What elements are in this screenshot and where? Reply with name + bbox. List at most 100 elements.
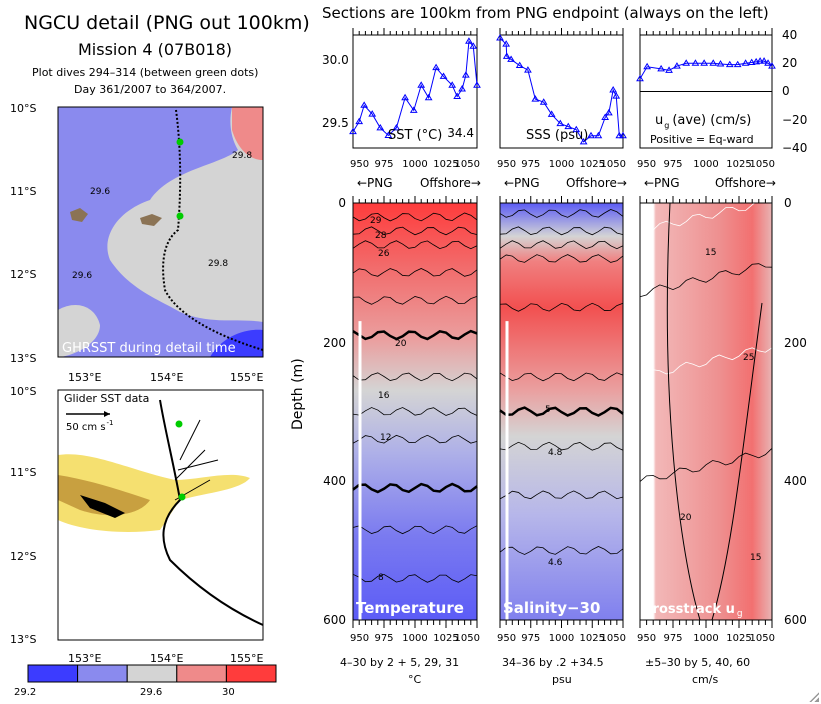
colorbar-label: 30 (222, 687, 235, 698)
direction-right: Offshore→ (420, 176, 481, 190)
contour-label: 4.6 (548, 558, 563, 568)
data-point (657, 64, 666, 72)
glider-track (162, 109, 264, 351)
ug-y-tick-label: 20 (782, 56, 797, 70)
contour-line (352, 482, 478, 494)
x-tick-label: 975 (374, 633, 393, 644)
data-point (556, 119, 565, 127)
section-label: Crosstrack u (643, 602, 735, 617)
data-point (768, 62, 776, 69)
colorbar-label: 29.2 (14, 687, 36, 698)
direction-left: ←PNG (644, 176, 680, 190)
depth-tick-label: 400 (323, 474, 346, 488)
x-tick-label: 1000 (693, 159, 718, 170)
lat-label: 13°S (10, 352, 36, 365)
data-point (725, 60, 734, 68)
map-top-label: GHRSST during detail time (62, 341, 236, 356)
glider-sst-label: Glider SST data (64, 392, 149, 405)
lon-label: 154°E (150, 652, 183, 665)
contour-line (499, 372, 624, 382)
ug-y-tick-label: 0 (782, 84, 790, 98)
data-point (448, 81, 457, 88)
contour-line (499, 546, 624, 555)
contour-line (352, 268, 478, 277)
x-tick-label: 1000 (402, 633, 427, 644)
data-point (502, 52, 511, 59)
contour-line (499, 490, 624, 500)
contour-line (352, 434, 478, 444)
sections-title: Sections are 100km from PNG endpoint (al… (322, 4, 769, 22)
data-point (355, 117, 364, 125)
contour-label: 12 (380, 433, 391, 443)
data-point (461, 71, 470, 78)
data-point (417, 81, 426, 88)
data-point (700, 59, 709, 66)
lat-label: 12°S (10, 550, 36, 563)
data-point (691, 59, 700, 66)
data-point (709, 59, 718, 66)
colorbar-bin (176, 664, 227, 683)
ug-note: Positive = Eq-ward (650, 133, 754, 146)
resize-grip[interactable] (807, 690, 819, 702)
data-point (615, 131, 624, 139)
contour-line (352, 573, 478, 583)
ug-y-tick-label: −40 (782, 141, 807, 155)
contour-label: 5 (545, 405, 551, 415)
data-point (619, 131, 627, 139)
contour-line (352, 240, 478, 250)
lat-label: 11°S (10, 466, 36, 479)
contour-label: 20 (395, 339, 407, 349)
contour-line (499, 209, 624, 218)
contour-label: 15 (705, 248, 716, 258)
data-point (409, 106, 418, 113)
contour-line (499, 240, 624, 250)
x-tick-label: 1025 (433, 159, 458, 170)
start-dot (175, 420, 183, 428)
ug-label-rest: (ave) (cm/s) (672, 113, 751, 128)
data-point (392, 123, 401, 131)
sst-label: SST (°C) (388, 128, 442, 143)
x-tick-label: 975 (521, 633, 540, 644)
velocity-arrows (174, 419, 219, 501)
data-point (473, 81, 481, 88)
data-point (496, 34, 504, 41)
x-tick-label: 950 (637, 633, 656, 644)
contour-line (639, 448, 773, 482)
sss-label: SSS (psu) (526, 128, 588, 143)
section-label-sub: g (737, 609, 743, 619)
lon-label: 155°E (230, 371, 263, 384)
contour-line (639, 347, 773, 381)
depth-tick-label-right: 400 (784, 474, 807, 488)
contour-line (666, 202, 701, 621)
x-tick-label: 975 (374, 159, 393, 170)
depth-axis-label: Depth (m) (290, 358, 306, 430)
colorbar-label: 29.6 (140, 687, 162, 698)
depth-tick-label: 200 (323, 336, 346, 350)
ug-label: u (655, 113, 663, 128)
contour-label: 15 (750, 553, 761, 563)
contour-label: 4.8 (548, 448, 563, 458)
end-dot (176, 212, 184, 220)
contour-line (352, 525, 478, 535)
x-tick-label: 1025 (726, 633, 751, 644)
x-tick-label: 950 (350, 633, 369, 644)
contour-line (639, 199, 773, 234)
figure-title: NGCU detail (PNG out 100km) (24, 12, 310, 34)
sst-map-top (57, 106, 264, 358)
series-line (352, 40, 478, 137)
land-islands (70, 208, 162, 226)
data-point (349, 127, 357, 135)
colorbar-bin (27, 664, 79, 683)
data-point (604, 108, 613, 116)
data-point (587, 131, 595, 139)
data-point (432, 63, 440, 71)
glider-sst-patch-dark (58, 475, 150, 516)
x-tick-label: 1050 (455, 159, 480, 170)
map-frame (57, 389, 264, 641)
x-tick-label: 975 (521, 159, 540, 170)
land-island (80, 495, 125, 518)
x-tick-label: 950 (637, 159, 656, 170)
